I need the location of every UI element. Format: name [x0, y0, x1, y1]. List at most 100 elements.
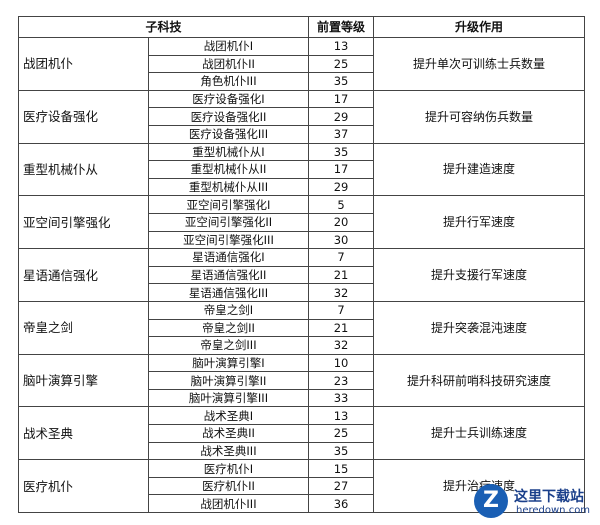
- group-name: 医疗机仆: [18, 459, 149, 514]
- level: 7: [308, 300, 375, 320]
- sub-tech: 医疗设备强化III: [147, 124, 310, 144]
- header-cell: 升级作用: [373, 16, 586, 38]
- sub-tech: 医疗设备强化II: [147, 107, 310, 126]
- level: 36: [308, 494, 375, 514]
- sub-tech: 重型机械仆从III: [147, 177, 310, 197]
- level: 25: [308, 54, 375, 74]
- level: 13: [308, 37, 375, 56]
- sub-tech: 脑叶演算引擎III: [147, 388, 310, 408]
- table-row: 医疗设备强化II 29: [19, 107, 585, 126]
- sub-tech: 星语通信强化I: [147, 248, 310, 267]
- sub-tech: 脑叶演算引擎II: [147, 371, 310, 390]
- sub-tech: 亚空间引擎强化I: [147, 195, 310, 214]
- sub-tech: 星语通信强化II: [147, 265, 310, 285]
- level: 13: [308, 406, 375, 426]
- level: 25: [308, 424, 375, 443]
- table-row: 战团机仆 战团机仆I 13 提升单次可训练士兵数量: [18, 37, 586, 91]
- sub-tech: 战术圣典II: [147, 424, 310, 443]
- effect: 提升单次可训练士兵数量: [373, 37, 586, 91]
- sub-tech: 帝皇之剑II: [147, 318, 310, 338]
- level: 30: [308, 230, 375, 250]
- header-cell: 前置等级: [308, 16, 375, 38]
- sub-tech: 战团机仆II: [147, 54, 310, 74]
- level: 17: [308, 89, 375, 109]
- sub-tech: 医疗机仆II: [147, 476, 310, 496]
- level: 23: [308, 371, 375, 390]
- effect: 提升突袭混沌速度: [373, 300, 586, 355]
- sub-tech: 战术圣典III: [147, 441, 310, 461]
- level: 10: [308, 353, 375, 373]
- level: 20: [308, 212, 375, 232]
- watermark-url: heredown.com: [516, 505, 591, 516]
- sub-tech: 星语通信强化III: [147, 283, 310, 302]
- level: 37: [308, 124, 375, 144]
- level: 32: [308, 283, 375, 302]
- table-row: 帝皇之剑III 32: [19, 336, 585, 355]
- effect: 提升建造速度: [373, 142, 586, 197]
- sub-tech: 亚空间引擎强化II: [147, 212, 310, 232]
- effect: 提升行军速度: [373, 195, 586, 250]
- effect: 提升科研前哨科技研究速度: [373, 353, 586, 408]
- level: 35: [308, 441, 375, 461]
- group-name: 重型机械仆从: [18, 142, 149, 197]
- sub-tech: 战团机仆III: [147, 494, 310, 514]
- table-row: 医疗机仆II 27: [19, 476, 585, 496]
- sub-tech: 医疗机仆I: [147, 459, 310, 478]
- group-name: 医疗设备强化: [18, 89, 149, 144]
- level: 33: [308, 388, 375, 408]
- sub-tech: 帝皇之剑III: [147, 336, 310, 355]
- sub-tech: 医疗设备强化I: [147, 89, 310, 109]
- table-row: 星语通信强化II 21: [19, 265, 585, 285]
- level: 32: [308, 336, 375, 355]
- level: 21: [308, 318, 375, 338]
- group-name: 脑叶演算引擎: [18, 353, 149, 408]
- level: 35: [308, 142, 375, 162]
- level: 29: [308, 107, 375, 126]
- table-row: 亚空间引擎强化III 30: [19, 230, 585, 250]
- sub-tech: 重型机械仆从I: [147, 142, 310, 162]
- watermark: Z 这里下载站 heredown.com: [470, 478, 600, 525]
- sub-tech: 脑叶演算引擎I: [147, 353, 310, 373]
- effect: 提升支援行军速度: [373, 248, 586, 302]
- header-row: 子科技 前置等级 升级作用: [17, 16, 586, 38]
- table-row: 脑叶演算引擎II 23: [19, 371, 585, 390]
- level: 35: [308, 72, 375, 91]
- group-name: 帝皇之剑: [18, 300, 149, 355]
- table-row: 帝皇之剑 帝皇之剑I 7 提升突袭混沌速度: [18, 300, 586, 355]
- level: 7: [308, 248, 375, 267]
- level: 15: [308, 459, 375, 478]
- table-row: 医疗设备强化 医疗设备强化I 17 提升可容纳伤兵数量: [18, 89, 586, 144]
- table-row: 脑叶演算引擎 脑叶演算引擎I 10 提升科研前哨科技研究速度: [18, 353, 586, 408]
- sub-tech: 重型机械仆从II: [147, 160, 310, 179]
- sub-tech: 角色机仆III: [147, 72, 310, 91]
- watermark-title: 这里下载站: [514, 489, 584, 505]
- header-cell: 子科技: [17, 16, 310, 38]
- table-row: 星语通信强化 星语通信强化I 7 提升支援行军速度: [18, 248, 586, 302]
- table-row: 星语通信强化III 32: [19, 283, 585, 302]
- group-name: 星语通信强化: [18, 248, 149, 302]
- table-row: 重型机械仆从 重型机械仆从I 35 提升建造速度: [18, 142, 586, 197]
- sub-tech: 战团机仆I: [147, 37, 310, 56]
- table-row: 亚空间引擎强化II 20: [19, 212, 585, 232]
- level: 5: [308, 195, 375, 214]
- group-name: 亚空间引擎强化: [18, 195, 149, 250]
- group-name: 战团机仆: [18, 37, 149, 91]
- tech-table: 子科技 前置等级 升级作用 战团机仆 战团机仆I 13 提升单次可训练士兵数量 战团机仆…: [17, 16, 586, 514]
- sub-tech: 战术圣典I: [147, 406, 310, 426]
- level: 17: [308, 160, 375, 179]
- level: 27: [308, 476, 375, 496]
- effect: 提升可容纳伤兵数量: [373, 89, 586, 144]
- watermark-logo: Z: [474, 484, 508, 518]
- table-row: 医疗机仆 医疗机仆I 15 提升治疗速度: [18, 459, 586, 514]
- sub-tech: 亚空间引擎强化III: [147, 230, 310, 250]
- table-row: 战团机仆III 36: [19, 494, 585, 514]
- level: 21: [308, 265, 375, 285]
- table-row: 亚空间引擎强化 亚空间引擎强化I 5 提升行军速度: [18, 195, 586, 250]
- effect: 提升士兵训练速度: [373, 406, 586, 461]
- table-row: 重型机械仆从II 17: [19, 160, 585, 179]
- level: 29: [308, 177, 375, 197]
- table-row: 战术圣典 战术圣典I 13 提升士兵训练速度: [18, 406, 586, 461]
- sub-tech: 帝皇之剑I: [147, 300, 310, 320]
- table-body: 战团机仆 战团机仆I 13 提升单次可训练士兵数量 战团机仆II 25 角色机仆III 35 医…: [18, 37, 586, 514]
